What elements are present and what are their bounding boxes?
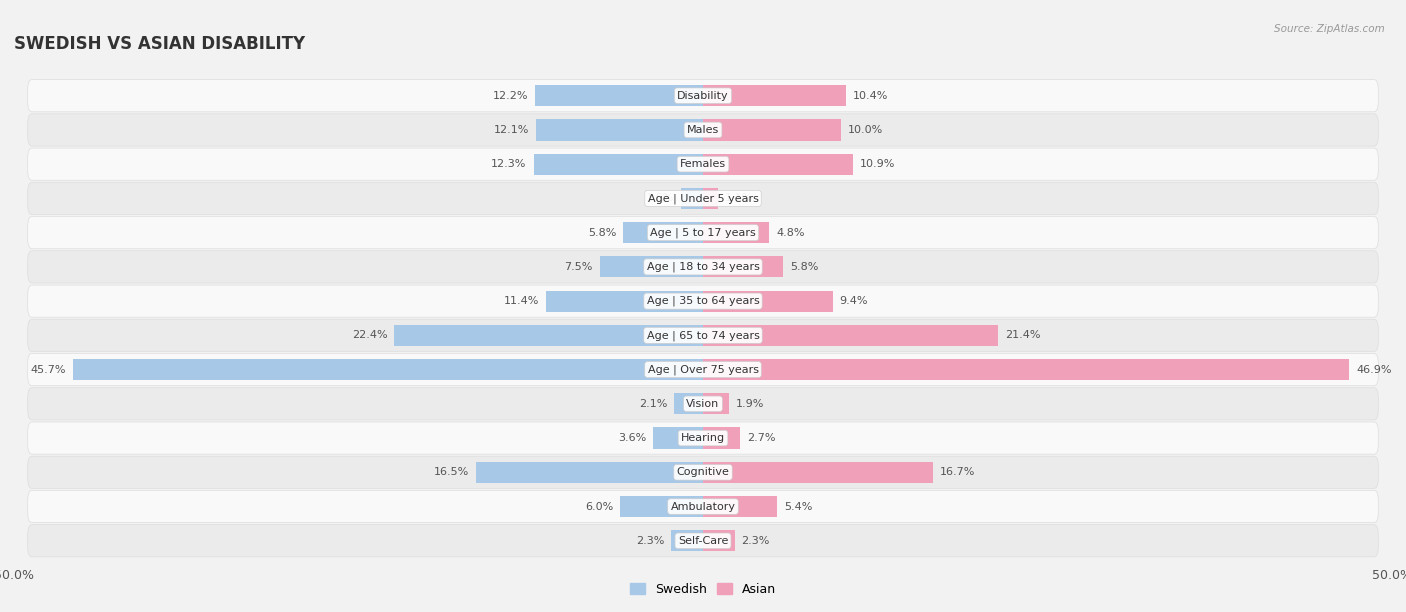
Bar bbox=[681, 188, 703, 209]
Bar bbox=[703, 222, 769, 243]
Bar bbox=[703, 154, 853, 175]
Bar bbox=[703, 325, 998, 346]
Text: 10.0%: 10.0% bbox=[848, 125, 883, 135]
FancyBboxPatch shape bbox=[28, 80, 1378, 112]
Text: Age | 5 to 17 years: Age | 5 to 17 years bbox=[650, 228, 756, 238]
Bar bbox=[703, 461, 934, 483]
Bar bbox=[703, 530, 735, 551]
Text: Age | 35 to 64 years: Age | 35 to 64 years bbox=[647, 296, 759, 307]
Bar bbox=[599, 256, 703, 277]
FancyBboxPatch shape bbox=[28, 524, 1378, 557]
Legend: Swedish, Asian: Swedish, Asian bbox=[626, 578, 780, 601]
FancyBboxPatch shape bbox=[28, 319, 1378, 351]
Bar bbox=[673, 394, 703, 414]
Text: Age | 18 to 34 years: Age | 18 to 34 years bbox=[647, 262, 759, 272]
Bar bbox=[671, 530, 703, 551]
Bar bbox=[703, 188, 718, 209]
Bar bbox=[703, 119, 841, 141]
Bar bbox=[536, 119, 703, 141]
Text: Vision: Vision bbox=[686, 399, 720, 409]
FancyBboxPatch shape bbox=[28, 114, 1378, 146]
Text: 10.4%: 10.4% bbox=[853, 91, 889, 101]
Text: 1.6%: 1.6% bbox=[645, 193, 673, 203]
Bar bbox=[703, 85, 846, 106]
Text: Age | Over 75 years: Age | Over 75 years bbox=[648, 364, 758, 375]
Text: 11.4%: 11.4% bbox=[503, 296, 538, 306]
Bar bbox=[703, 359, 1350, 380]
Text: 16.7%: 16.7% bbox=[941, 468, 976, 477]
Text: 21.4%: 21.4% bbox=[1005, 330, 1040, 340]
Bar bbox=[534, 85, 703, 106]
Text: 2.3%: 2.3% bbox=[636, 536, 665, 546]
FancyBboxPatch shape bbox=[28, 251, 1378, 283]
Bar bbox=[546, 291, 703, 312]
Text: 4.8%: 4.8% bbox=[776, 228, 804, 237]
Text: 10.9%: 10.9% bbox=[860, 159, 896, 169]
Bar bbox=[394, 325, 703, 346]
Bar bbox=[654, 427, 703, 449]
FancyBboxPatch shape bbox=[28, 388, 1378, 420]
Text: 5.4%: 5.4% bbox=[785, 502, 813, 512]
Text: 1.1%: 1.1% bbox=[725, 193, 754, 203]
Text: Disability: Disability bbox=[678, 91, 728, 101]
Text: 7.5%: 7.5% bbox=[564, 262, 593, 272]
Text: 46.9%: 46.9% bbox=[1357, 365, 1392, 375]
Text: 3.6%: 3.6% bbox=[619, 433, 647, 443]
Text: 16.5%: 16.5% bbox=[433, 468, 468, 477]
FancyBboxPatch shape bbox=[28, 217, 1378, 248]
FancyBboxPatch shape bbox=[28, 182, 1378, 214]
Text: 12.1%: 12.1% bbox=[494, 125, 530, 135]
FancyBboxPatch shape bbox=[28, 285, 1378, 317]
Bar bbox=[703, 256, 783, 277]
Text: 5.8%: 5.8% bbox=[790, 262, 818, 272]
Bar bbox=[703, 394, 730, 414]
Bar bbox=[703, 427, 740, 449]
Text: Self-Care: Self-Care bbox=[678, 536, 728, 546]
Text: Hearing: Hearing bbox=[681, 433, 725, 443]
Text: 2.1%: 2.1% bbox=[638, 399, 668, 409]
Bar bbox=[703, 291, 832, 312]
Text: 12.3%: 12.3% bbox=[491, 159, 527, 169]
Text: Ambulatory: Ambulatory bbox=[671, 502, 735, 512]
FancyBboxPatch shape bbox=[28, 354, 1378, 386]
FancyBboxPatch shape bbox=[28, 148, 1378, 181]
Text: 12.2%: 12.2% bbox=[492, 91, 529, 101]
Bar bbox=[533, 154, 703, 175]
FancyBboxPatch shape bbox=[28, 422, 1378, 454]
Text: 45.7%: 45.7% bbox=[31, 365, 66, 375]
Text: Age | Under 5 years: Age | Under 5 years bbox=[648, 193, 758, 204]
Bar bbox=[620, 496, 703, 517]
Bar bbox=[703, 496, 778, 517]
Text: 9.4%: 9.4% bbox=[839, 296, 868, 306]
Text: Source: ZipAtlas.com: Source: ZipAtlas.com bbox=[1274, 24, 1385, 34]
Text: 22.4%: 22.4% bbox=[352, 330, 388, 340]
FancyBboxPatch shape bbox=[28, 490, 1378, 523]
Bar bbox=[623, 222, 703, 243]
Text: Age | 65 to 74 years: Age | 65 to 74 years bbox=[647, 330, 759, 341]
Text: Males: Males bbox=[688, 125, 718, 135]
Text: 6.0%: 6.0% bbox=[585, 502, 613, 512]
Text: 2.3%: 2.3% bbox=[741, 536, 770, 546]
Text: Females: Females bbox=[681, 159, 725, 169]
FancyBboxPatch shape bbox=[28, 456, 1378, 488]
Bar bbox=[475, 461, 703, 483]
Text: 2.7%: 2.7% bbox=[747, 433, 776, 443]
Text: SWEDISH VS ASIAN DISABILITY: SWEDISH VS ASIAN DISABILITY bbox=[14, 35, 305, 53]
Text: 5.8%: 5.8% bbox=[588, 228, 616, 237]
Text: Cognitive: Cognitive bbox=[676, 468, 730, 477]
Text: 1.9%: 1.9% bbox=[737, 399, 765, 409]
Bar bbox=[73, 359, 703, 380]
